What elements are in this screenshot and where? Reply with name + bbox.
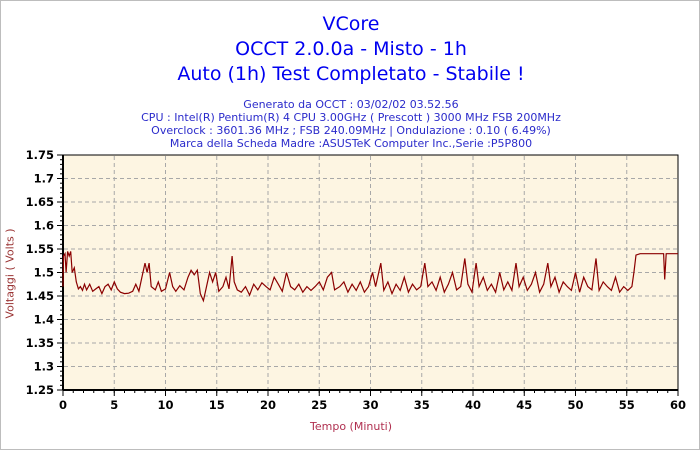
y-tick-label: 1.45 — [26, 289, 54, 303]
y-axis-title: Voltaggi ( Volts ) — [3, 228, 17, 319]
info-cpu: CPU : Intel(R) Pentium(R) 4 CPU 3.00GHz … — [141, 111, 561, 124]
vcore-data-line — [62, 251, 678, 303]
info-overclock: Overclock : 3601.36 MHz ; FSB 240.09MHz … — [151, 124, 551, 137]
info-generated: Generato da OCCT : 03/02/02 03.52.56 — [243, 98, 459, 111]
x-tick-label: 45 — [516, 398, 532, 412]
x-tick-label: 25 — [311, 398, 327, 412]
y-tick-label: 1.25 — [26, 383, 54, 397]
y-tick-label: 1.35 — [26, 336, 54, 350]
x-axis-title: Tempo (Minuti) — [310, 420, 392, 433]
x-tick-label: 60 — [670, 398, 686, 412]
x-tick-label: 20 — [260, 398, 276, 412]
x-tick-label: 10 — [157, 398, 173, 412]
x-tick-label: 35 — [414, 398, 430, 412]
chart-subtitle-result: Auto (1h) Test Completato - Stabile ! — [177, 63, 525, 85]
chart-title: VCore — [322, 13, 380, 35]
x-tick-label: 30 — [362, 398, 378, 412]
y-tick-label: 1.3 — [34, 360, 54, 374]
y-tick-label: 1.75 — [26, 148, 54, 162]
y-tick-label: 1.5 — [34, 266, 54, 280]
y-tick-label: 1.7 — [34, 172, 54, 186]
chart-subtitle-test: OCCT 2.0.0a - Misto - 1h — [235, 38, 467, 60]
x-tick-label: 5 — [110, 398, 118, 412]
x-tick-label: 0 — [59, 398, 67, 412]
y-tick-label: 1.55 — [26, 242, 54, 256]
x-tick-label: 15 — [209, 398, 225, 412]
y-tick-label: 1.65 — [26, 195, 54, 209]
x-tick-label: 50 — [567, 398, 583, 412]
x-tick-label: 55 — [619, 398, 635, 412]
x-tick-label: 40 — [465, 398, 481, 412]
y-tick-label: 1.4 — [34, 313, 54, 327]
y-tick-label: 1.6 — [34, 219, 54, 233]
info-motherboard: Marca della Scheda Madre :ASUSTeK Comput… — [169, 137, 533, 150]
